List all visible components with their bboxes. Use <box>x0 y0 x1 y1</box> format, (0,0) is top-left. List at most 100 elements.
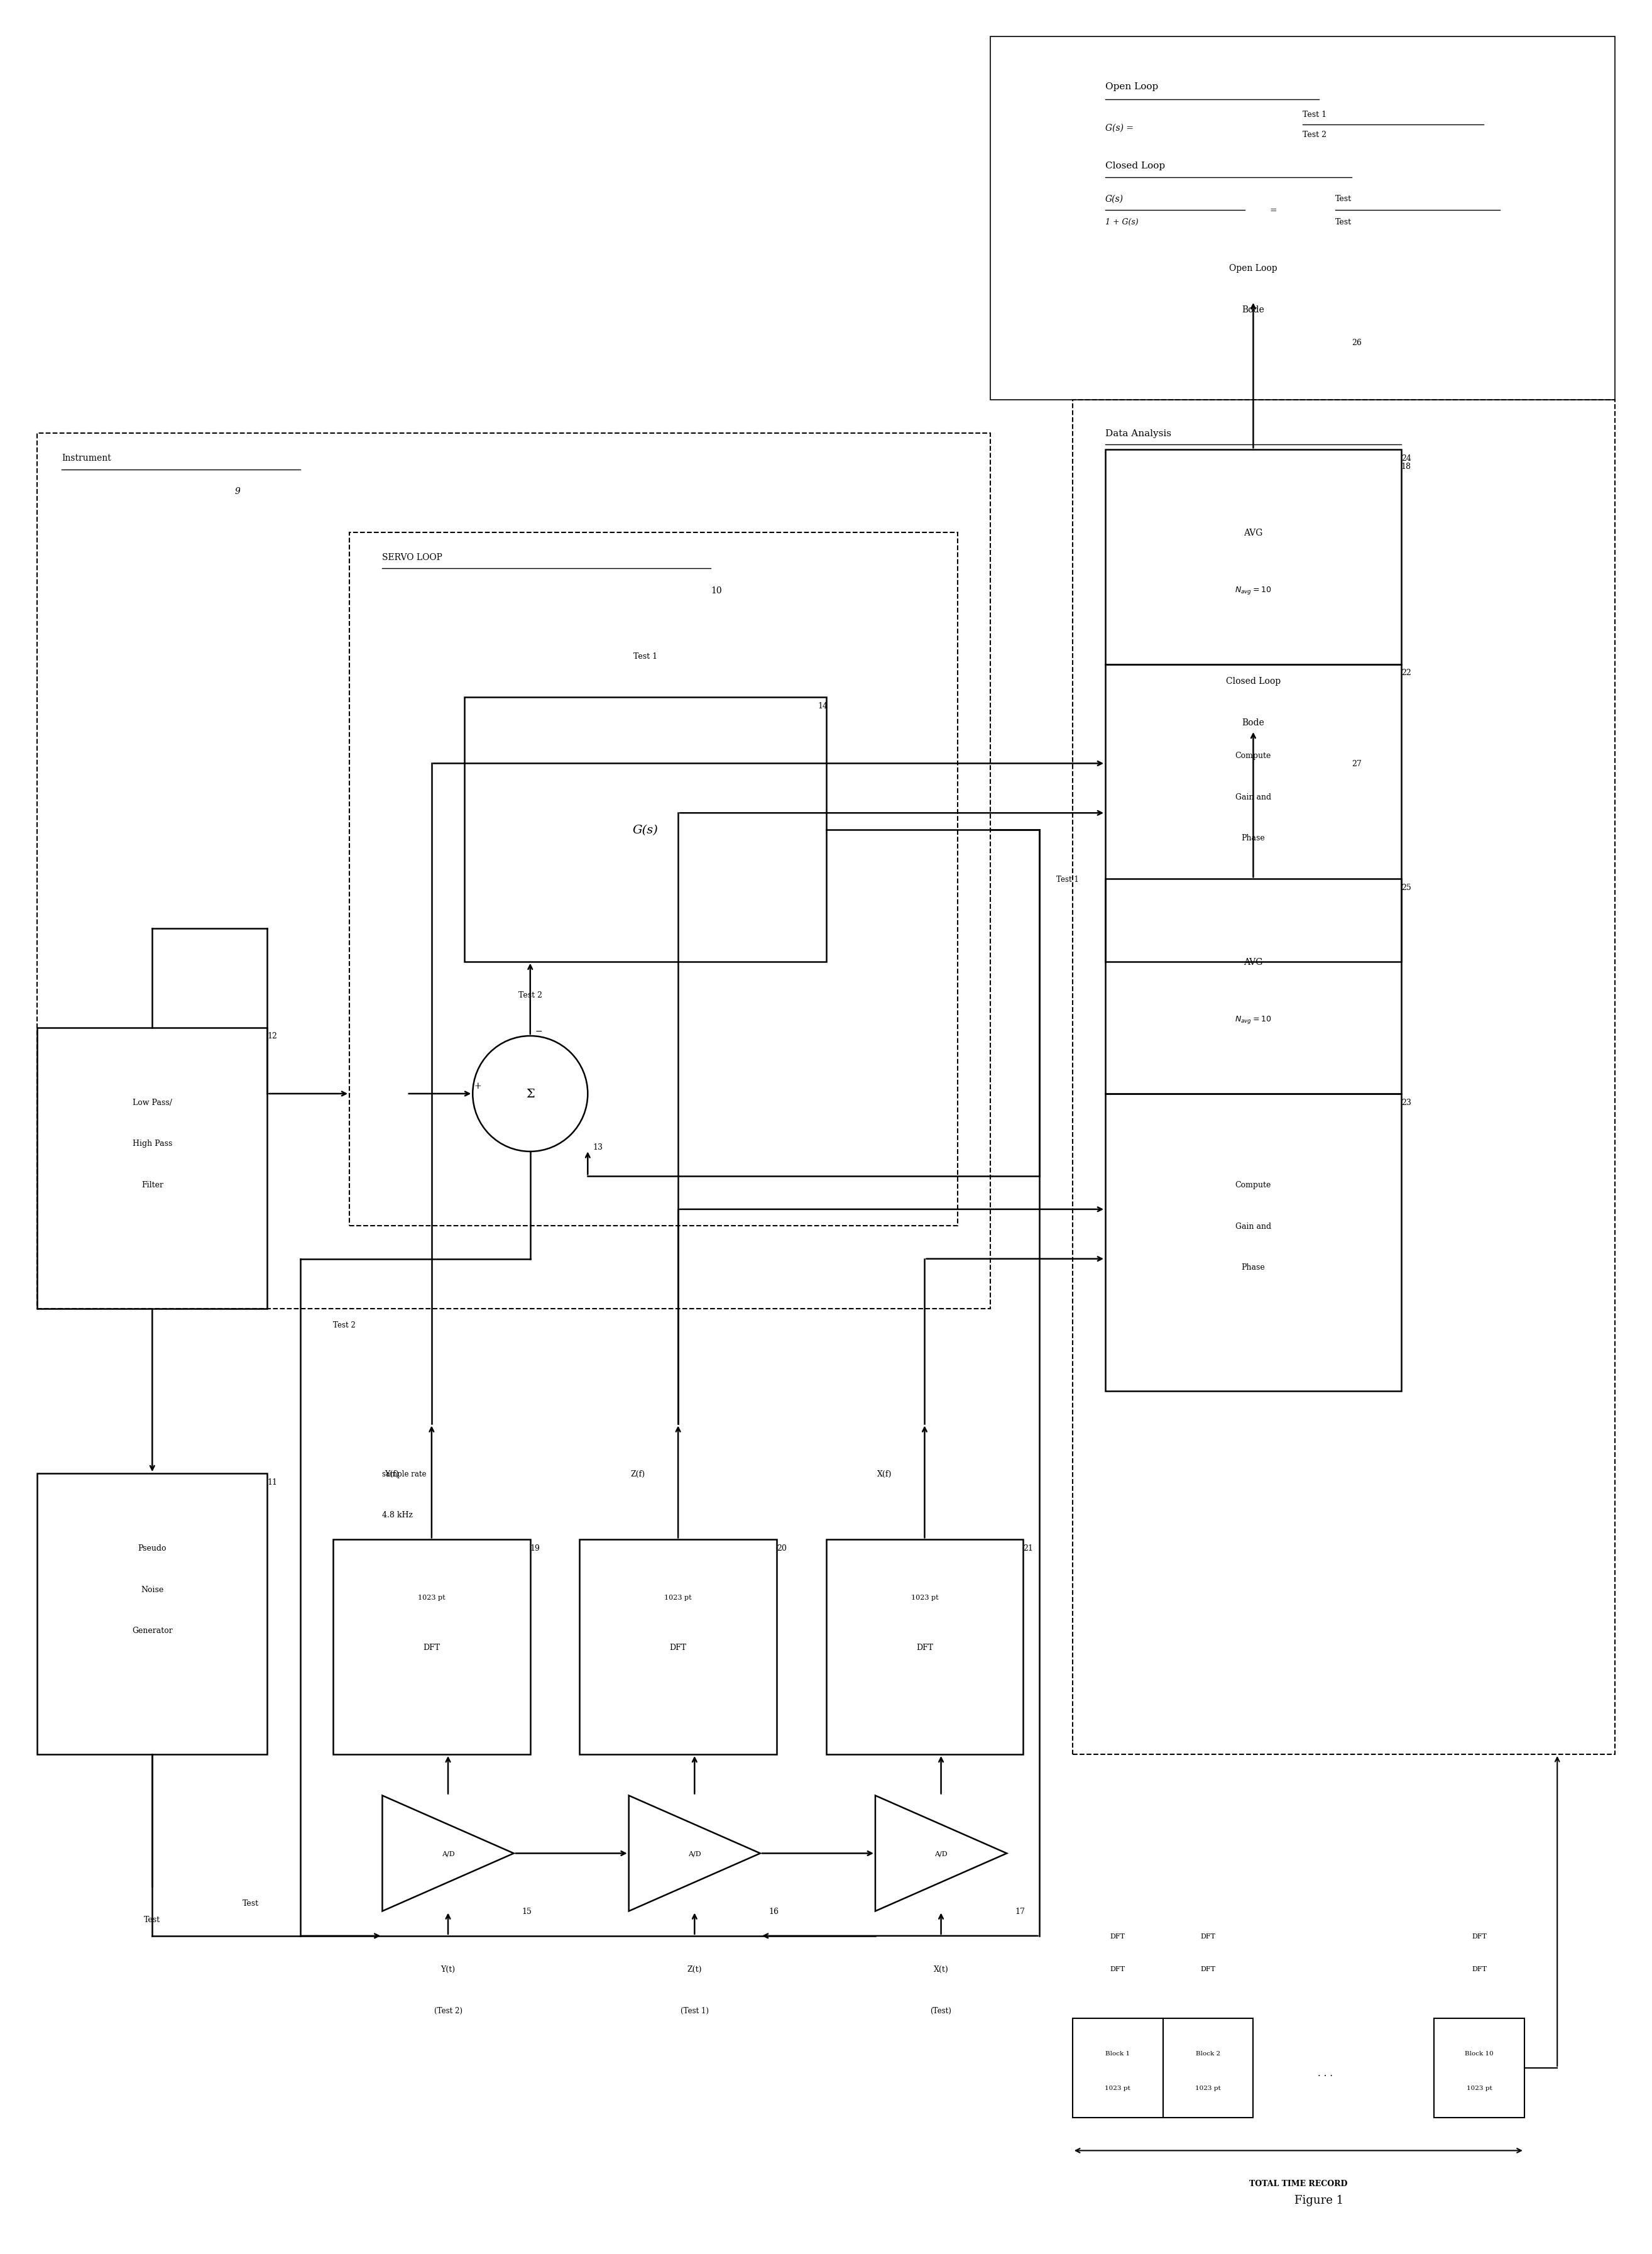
Text: 11: 11 <box>268 1479 278 1485</box>
Text: 18: 18 <box>1401 462 1411 471</box>
Text: 21: 21 <box>1023 1544 1032 1553</box>
Text: Closed Loop: Closed Loop <box>1105 162 1165 171</box>
Text: Noise: Noise <box>140 1585 164 1594</box>
Text: DFT: DFT <box>917 1643 933 1652</box>
Text: Bode: Bode <box>1242 719 1264 728</box>
Bar <box>38 1474 268 1754</box>
Text: Z(f): Z(f) <box>631 1470 646 1479</box>
Bar <box>38 1028 268 1310</box>
Text: 27: 27 <box>1351 760 1361 769</box>
Text: 1023 pt: 1023 pt <box>1467 2085 1492 2092</box>
Text: 26: 26 <box>1351 338 1361 347</box>
Text: 12: 12 <box>268 1032 278 1041</box>
Text: DFT: DFT <box>1472 1965 1487 1972</box>
Text: TOTAL TIME RECORD: TOTAL TIME RECORD <box>1249 2180 1348 2189</box>
Text: 19: 19 <box>530 1544 540 1553</box>
Text: Filter: Filter <box>142 1181 164 1188</box>
Text: Test: Test <box>144 1916 160 1923</box>
Bar <box>464 699 826 962</box>
Text: Test 2: Test 2 <box>1302 131 1327 140</box>
Text: Instrument: Instrument <box>61 453 111 462</box>
Text: Figure 1: Figure 1 <box>1295 2195 1343 2207</box>
Text: DFT: DFT <box>1201 1934 1216 1938</box>
Text: 9: 9 <box>235 487 240 496</box>
Text: Gain and: Gain and <box>1236 1222 1270 1231</box>
Bar <box>1105 879 1401 1093</box>
Bar <box>334 1539 530 1754</box>
Text: High Pass: High Pass <box>132 1141 172 1147</box>
Text: Test: Test <box>243 1898 259 1907</box>
Text: Phase: Phase <box>1241 834 1265 843</box>
Text: . . .: . . . <box>1318 2069 1333 2078</box>
Text: 1023 pt: 1023 pt <box>1196 2085 1221 2092</box>
Text: 1023 pt: 1023 pt <box>1105 2085 1130 2092</box>
Bar <box>1434 2020 1525 2117</box>
Text: Pseudo: Pseudo <box>139 1544 167 1553</box>
Text: G(s) =: G(s) = <box>1105 124 1133 133</box>
Text: 4.8 kHz: 4.8 kHz <box>382 1510 413 1519</box>
Bar <box>1072 401 1614 1754</box>
Bar <box>1072 2020 1163 2117</box>
Bar <box>38 433 990 1310</box>
Bar <box>1105 451 1401 665</box>
Text: Block 10: Block 10 <box>1465 2051 1493 2056</box>
Text: DFT: DFT <box>1472 1934 1487 1938</box>
Bar <box>1163 2020 1254 2117</box>
Text: Closed Loop: Closed Loop <box>1226 676 1280 685</box>
Text: Test: Test <box>1335 219 1351 225</box>
Text: A/D: A/D <box>935 1851 948 1857</box>
Text: Test 2: Test 2 <box>519 992 542 999</box>
Text: G(s): G(s) <box>633 825 657 836</box>
Text: 17: 17 <box>1014 1907 1024 1916</box>
Bar <box>350 532 958 1226</box>
Text: 16: 16 <box>768 1907 778 1916</box>
Text: 20: 20 <box>776 1544 786 1553</box>
Text: Block 2: Block 2 <box>1196 2051 1221 2056</box>
Text: SERVO LOOP: SERVO LOOP <box>382 552 443 561</box>
Text: 22: 22 <box>1401 669 1411 676</box>
Text: Open Loop: Open Loop <box>1229 264 1277 273</box>
Text: 1023 pt: 1023 pt <box>910 1594 938 1600</box>
Text: DFT: DFT <box>669 1643 687 1652</box>
Text: Σ: Σ <box>525 1089 535 1100</box>
Text: Y(t): Y(t) <box>441 1965 456 1972</box>
Text: 23: 23 <box>1401 1098 1411 1107</box>
Text: 25: 25 <box>1401 884 1411 893</box>
Text: (Test): (Test) <box>930 2006 952 2015</box>
Text: +: + <box>474 1082 481 1091</box>
Text: 13: 13 <box>593 1143 603 1152</box>
Text: AVG: AVG <box>1244 527 1262 536</box>
Text: 14: 14 <box>818 701 828 710</box>
Text: Block 1: Block 1 <box>1105 2051 1130 2056</box>
Text: Generator: Generator <box>132 1627 172 1634</box>
Text: (Test 2): (Test 2) <box>434 2006 463 2015</box>
Text: G(s): G(s) <box>1105 194 1123 203</box>
Text: (Test 1): (Test 1) <box>681 2006 709 2015</box>
Text: $N_{avg} = 10$: $N_{avg} = 10$ <box>1236 1014 1272 1026</box>
Text: DFT: DFT <box>1201 1965 1216 1972</box>
Text: Open Loop: Open Loop <box>1105 83 1158 92</box>
Bar <box>1105 1093 1401 1391</box>
Text: Test: Test <box>1335 196 1351 203</box>
Text: 10: 10 <box>710 586 722 595</box>
Text: Compute: Compute <box>1236 1181 1272 1188</box>
Text: Test 1: Test 1 <box>1056 875 1079 884</box>
Text: DFT: DFT <box>1110 1965 1125 1972</box>
Text: 1023 pt: 1023 pt <box>418 1594 446 1600</box>
Bar <box>580 1539 776 1754</box>
Text: $N_{avg} = 10$: $N_{avg} = 10$ <box>1236 586 1272 595</box>
Bar <box>1105 665 1401 962</box>
Text: Test 2: Test 2 <box>334 1321 355 1330</box>
Text: sample rate: sample rate <box>382 1470 426 1479</box>
Text: X(t): X(t) <box>933 1965 948 1972</box>
Text: Y(f): Y(f) <box>385 1470 398 1479</box>
Text: DFT: DFT <box>1110 1934 1125 1938</box>
Text: 24: 24 <box>1401 455 1411 462</box>
Text: 1023 pt: 1023 pt <box>664 1594 692 1600</box>
Text: Z(t): Z(t) <box>687 1965 702 1972</box>
Text: 1 + G(s): 1 + G(s) <box>1105 219 1138 225</box>
Text: Bode: Bode <box>1242 304 1264 313</box>
Text: Gain and: Gain and <box>1236 793 1270 800</box>
Text: AVG: AVG <box>1244 958 1262 967</box>
Text: 15: 15 <box>522 1907 532 1916</box>
